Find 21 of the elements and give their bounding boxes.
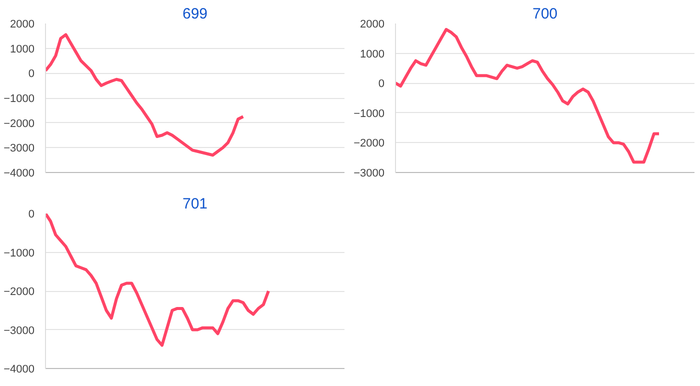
y-tick-label: 0 <box>28 68 35 80</box>
y-tick-label: −1000 <box>4 93 35 105</box>
y-tick-label: −1000 <box>354 108 385 120</box>
y-tick-label: −2000 <box>4 118 35 130</box>
y-tick-label: 2000 <box>10 18 35 30</box>
y-tick-label: −4000 <box>4 364 35 376</box>
chart-title: 700 <box>532 6 558 22</box>
chart-title: 699 <box>182 6 208 22</box>
y-tick-label: −4000 <box>4 168 35 180</box>
y-tick-label: −2000 <box>354 138 385 150</box>
y-tick-label: 1000 <box>360 48 385 60</box>
y-tick-label: −3000 <box>354 168 385 180</box>
y-tick-label: −3000 <box>4 142 35 155</box>
y-tick-label: −1000 <box>4 247 35 260</box>
y-tick-label: 0 <box>28 208 35 220</box>
y-tick-label: 1000 <box>10 43 35 56</box>
y-tick-label: −3000 <box>4 324 35 337</box>
chart-title: 701 <box>182 196 208 212</box>
y-tick-label: −2000 <box>4 286 35 298</box>
y-tick-label: 2000 <box>360 18 385 30</box>
y-tick-label: 0 <box>378 78 385 90</box>
